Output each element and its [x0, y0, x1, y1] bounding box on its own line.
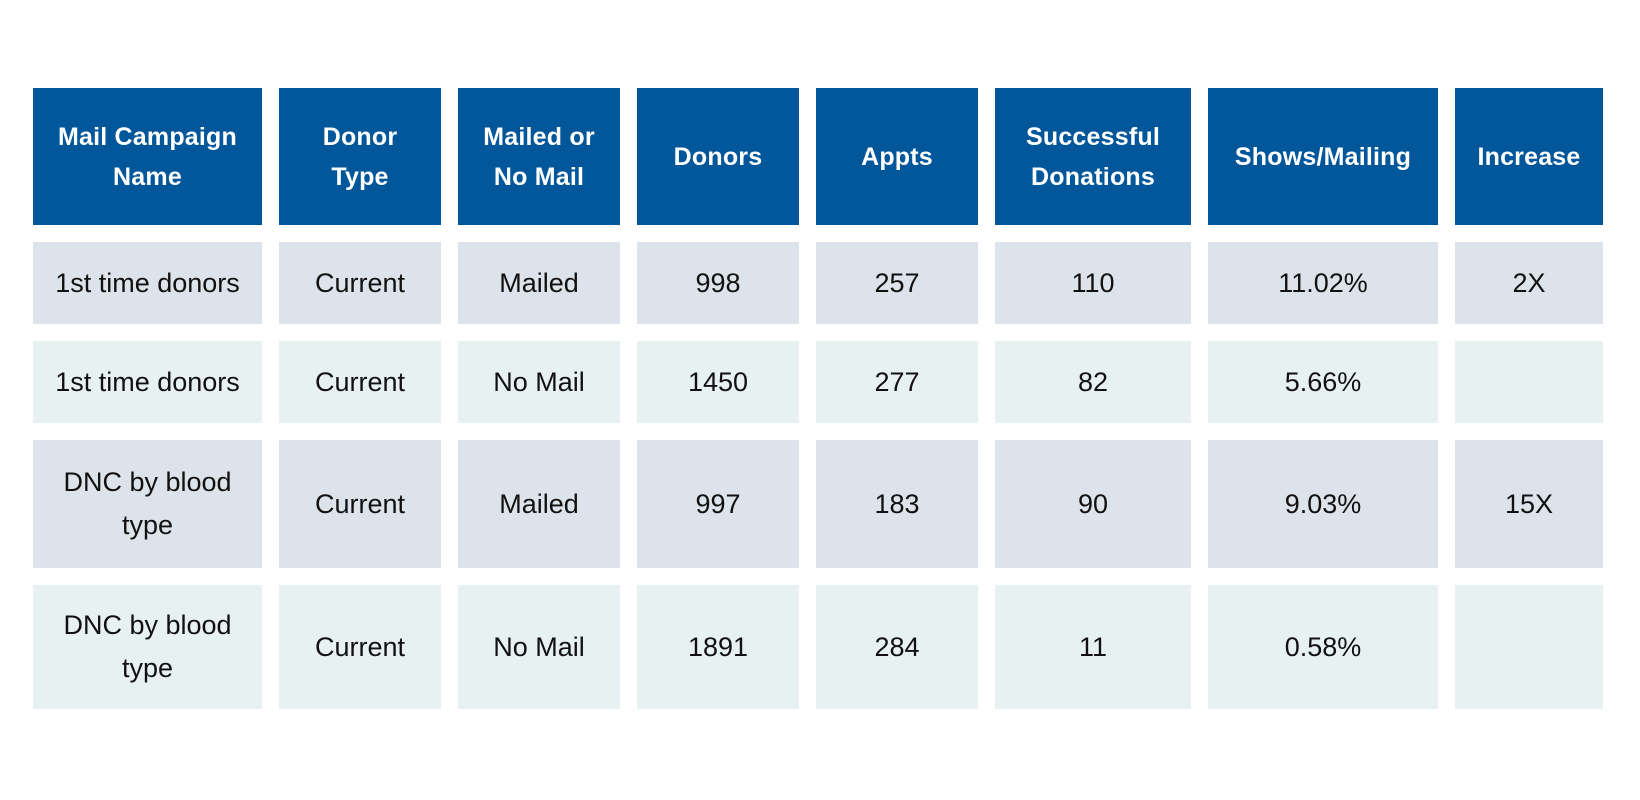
cell-shows-mailing: 5.66% — [1208, 341, 1438, 423]
cell-appts: 277 — [816, 341, 978, 423]
header-successful-donations: Successful Donations — [995, 88, 1191, 225]
header-donor-type: Donor Type — [279, 88, 441, 225]
cell-shows-mailing: 0.58% — [1208, 585, 1438, 709]
table-row: 1st time donors Current Mailed 998 257 1… — [33, 242, 1603, 324]
header-increase: Increase — [1455, 88, 1603, 225]
cell-appts: 257 — [816, 242, 978, 324]
cell-donors: 998 — [637, 242, 799, 324]
table-row: DNC by blood type Current No Mail 1891 2… — [33, 585, 1603, 709]
cell-increase — [1455, 341, 1603, 423]
cell-increase: 2X — [1455, 242, 1603, 324]
campaign-results-table: Mail Campaign Name Donor Type Mailed or … — [16, 71, 1620, 726]
header-mail-campaign-name: Mail Campaign Name — [33, 88, 262, 225]
header-donors: Donors — [637, 88, 799, 225]
cell-campaign-name: DNC by blood type — [33, 585, 262, 709]
cell-donors: 1891 — [637, 585, 799, 709]
cell-campaign-name: 1st time donors — [33, 341, 262, 423]
header-appts: Appts — [816, 88, 978, 225]
cell-donor-type: Current — [279, 242, 441, 324]
cell-appts: 183 — [816, 440, 978, 568]
table-header-row: Mail Campaign Name Donor Type Mailed or … — [33, 88, 1603, 225]
cell-donors: 1450 — [637, 341, 799, 423]
cell-campaign-name: DNC by blood type — [33, 440, 262, 568]
cell-successful-donations: 110 — [995, 242, 1191, 324]
cell-successful-donations: 90 — [995, 440, 1191, 568]
cell-shows-mailing: 11.02% — [1208, 242, 1438, 324]
cell-successful-donations: 82 — [995, 341, 1191, 423]
cell-successful-donations: 11 — [995, 585, 1191, 709]
cell-donors: 997 — [637, 440, 799, 568]
cell-increase: 15X — [1455, 440, 1603, 568]
cell-increase — [1455, 585, 1603, 709]
cell-mailed-status: Mailed — [458, 440, 620, 568]
campaign-results-table-wrapper: Mail Campaign Name Donor Type Mailed or … — [33, 88, 1603, 709]
table-row: 1st time donors Current No Mail 1450 277… — [33, 341, 1603, 423]
cell-shows-mailing: 9.03% — [1208, 440, 1438, 568]
cell-mailed-status: Mailed — [458, 242, 620, 324]
header-shows-mailing: Shows/Mailing — [1208, 88, 1438, 225]
cell-donor-type: Current — [279, 440, 441, 568]
cell-mailed-status: No Mail — [458, 585, 620, 709]
cell-donor-type: Current — [279, 341, 441, 423]
header-mailed-or-no-mail: Mailed or No Mail — [458, 88, 620, 225]
cell-mailed-status: No Mail — [458, 341, 620, 423]
cell-appts: 284 — [816, 585, 978, 709]
cell-donor-type: Current — [279, 585, 441, 709]
table-row: DNC by blood type Current Mailed 997 183… — [33, 440, 1603, 568]
cell-campaign-name: 1st time donors — [33, 242, 262, 324]
